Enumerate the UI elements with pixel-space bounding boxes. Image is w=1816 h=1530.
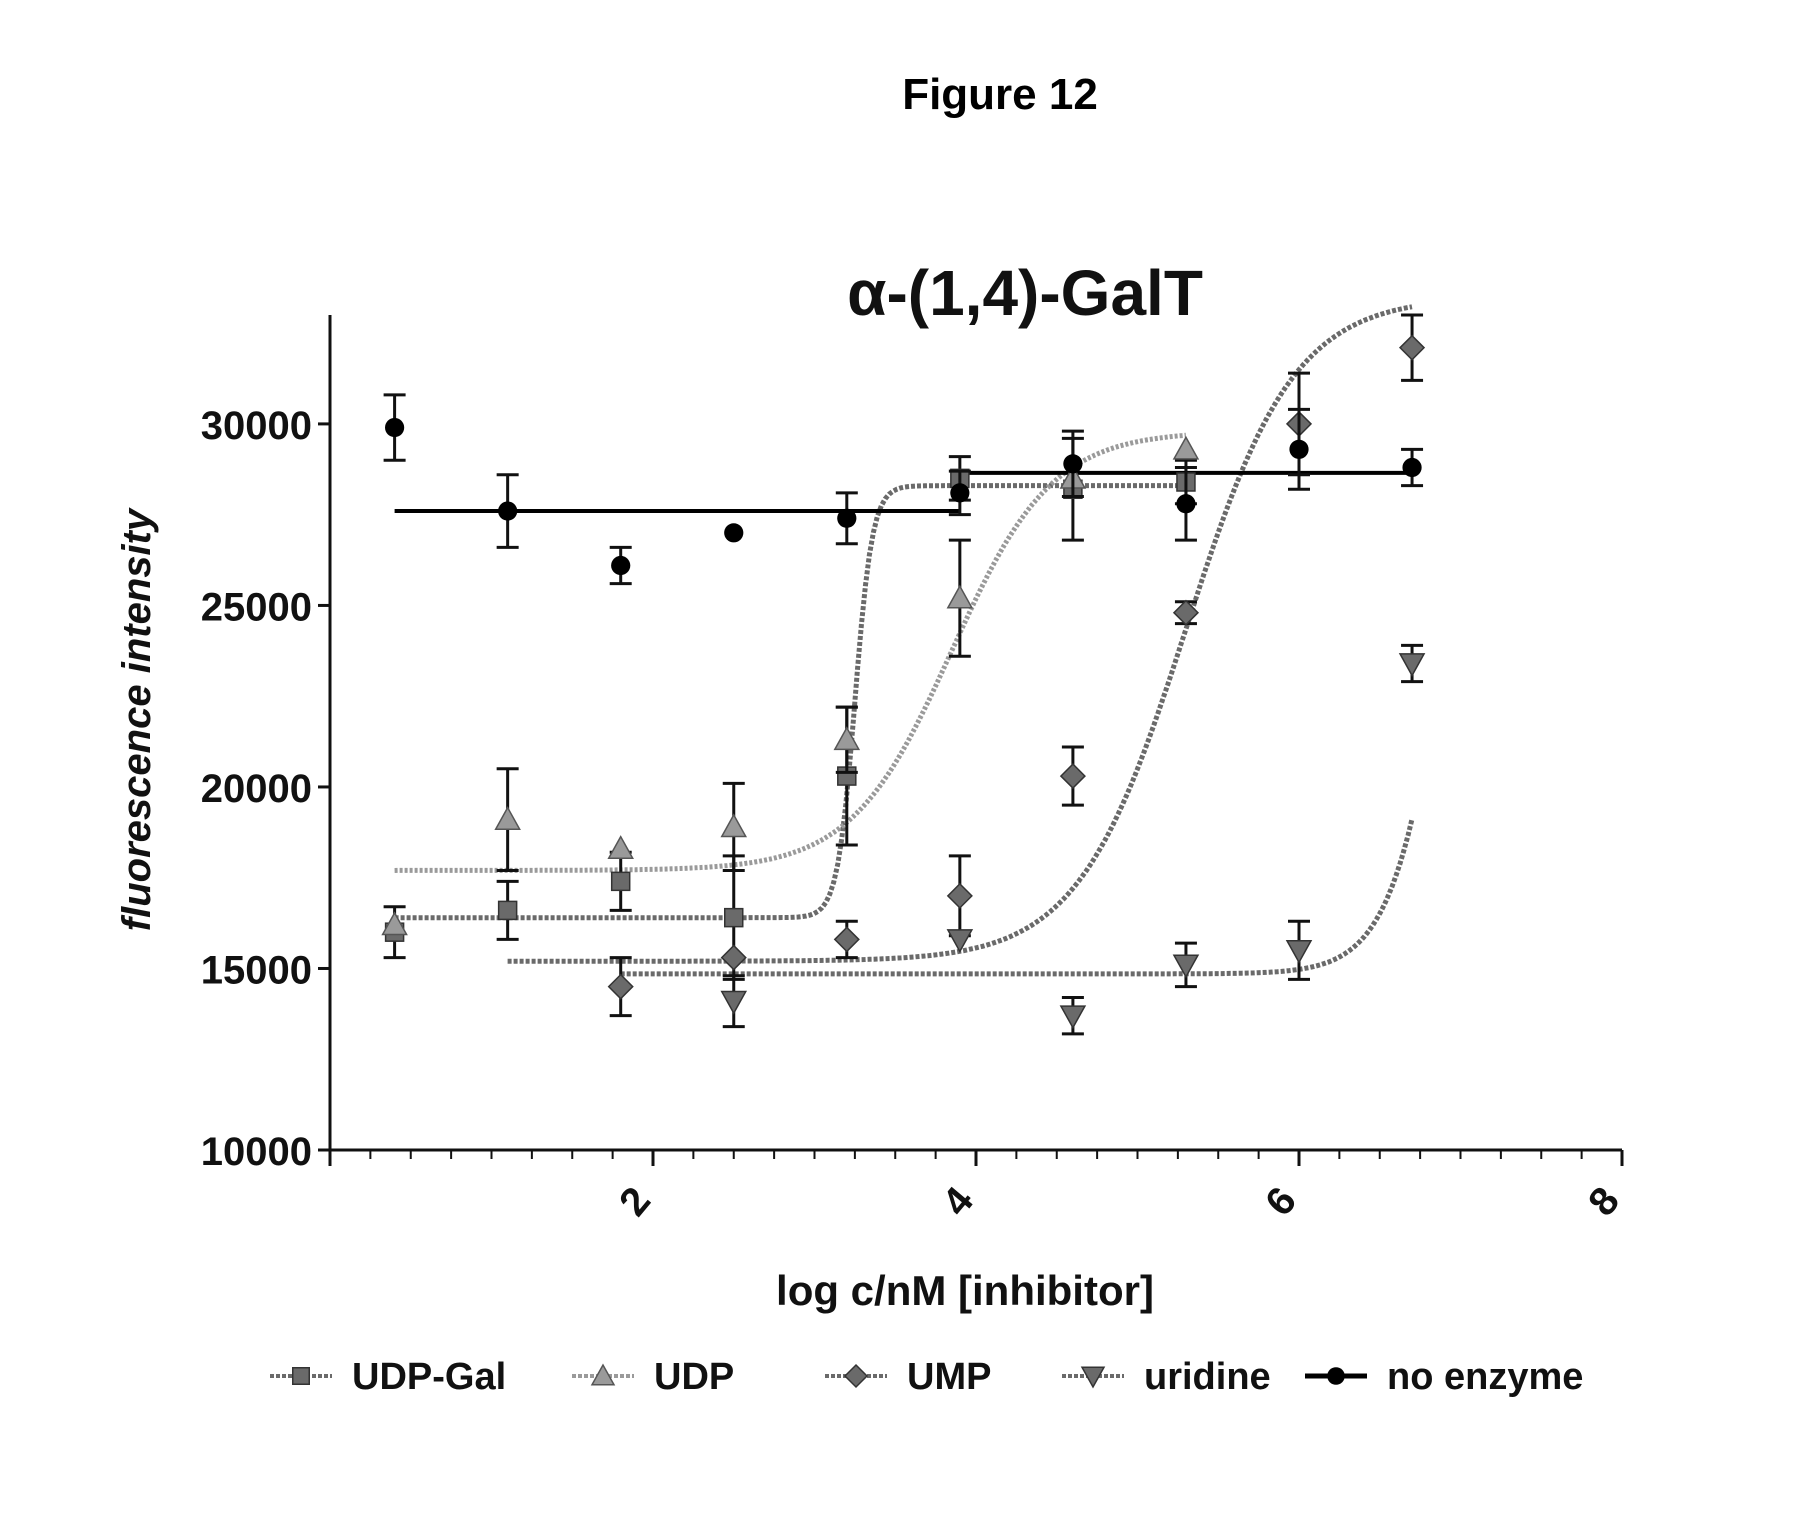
point-udp bbox=[609, 837, 633, 859]
point-no-enzyme bbox=[837, 509, 856, 528]
point-ump bbox=[722, 946, 746, 970]
x-tick-label: 4 bbox=[934, 1178, 982, 1224]
point-uridine bbox=[1287, 941, 1311, 963]
legend-label-uridine: uridine bbox=[1144, 1356, 1271, 1398]
y-tick-label: 25000 bbox=[201, 585, 312, 629]
point-no-enzyme bbox=[498, 501, 517, 520]
point-udp-gal bbox=[499, 901, 517, 919]
point-no-enzyme bbox=[1063, 454, 1082, 473]
legend-label-udp: UDP bbox=[654, 1356, 734, 1398]
y-tick-label: 15000 bbox=[201, 948, 312, 992]
point-no-enzyme bbox=[950, 483, 969, 502]
x-tick-label: 6 bbox=[1257, 1179, 1305, 1224]
point-ump bbox=[835, 927, 859, 951]
point-udp-gal bbox=[612, 872, 630, 890]
point-ump bbox=[609, 975, 633, 999]
point-uridine bbox=[1061, 1006, 1085, 1028]
legend-label-ump: UMP bbox=[907, 1356, 991, 1398]
legend-label-no-enzyme: no enzyme bbox=[1387, 1356, 1583, 1398]
legend-marker-no-enzyme bbox=[1327, 1367, 1345, 1385]
point-no-enzyme bbox=[385, 418, 404, 437]
axes: 10000 15000 20000 25000 30000 2 4 6 8 bbox=[201, 315, 1628, 1224]
point-ump bbox=[1400, 336, 1424, 360]
point-ump bbox=[948, 884, 972, 908]
point-uridine bbox=[1400, 654, 1424, 676]
fit-curves bbox=[395, 307, 1412, 974]
point-no-enzyme bbox=[1402, 458, 1421, 477]
chart-title: α-(1,4)-GalT bbox=[847, 257, 1203, 329]
point-udp bbox=[722, 815, 746, 837]
point-ump bbox=[1061, 764, 1085, 788]
point-no-enzyme bbox=[1289, 440, 1308, 459]
legend-marker-ump bbox=[845, 1365, 867, 1387]
point-no-enzyme bbox=[724, 523, 743, 542]
point-uridine bbox=[948, 930, 972, 952]
y-tick-label: 10000 bbox=[201, 1130, 312, 1174]
point-no-enzyme bbox=[611, 556, 630, 575]
legend: UDP-Gal UDP UMP uridine no enzyme bbox=[270, 1356, 1583, 1398]
point-udp bbox=[1174, 437, 1198, 459]
point-no-enzyme bbox=[1176, 494, 1195, 513]
data-points bbox=[383, 315, 1424, 1034]
y-axis-label: fluorescence intensity bbox=[115, 507, 159, 931]
point-uridine bbox=[722, 992, 746, 1014]
point-udp-gal bbox=[725, 909, 743, 927]
point-udp bbox=[835, 728, 859, 750]
x-tick-label: 8 bbox=[1580, 1179, 1628, 1224]
x-axis-label: log c/nM [inhibitor] bbox=[776, 1267, 1154, 1314]
point-udp bbox=[496, 808, 520, 830]
y-tick-label: 20000 bbox=[201, 767, 312, 811]
x-tick-label: 2 bbox=[611, 1179, 659, 1224]
legend-label-udp-gal: UDP-Gal bbox=[352, 1356, 506, 1398]
point-udp bbox=[948, 586, 972, 608]
legend-marker-udp-gal bbox=[293, 1368, 310, 1385]
y-tick-label: 30000 bbox=[201, 404, 312, 448]
